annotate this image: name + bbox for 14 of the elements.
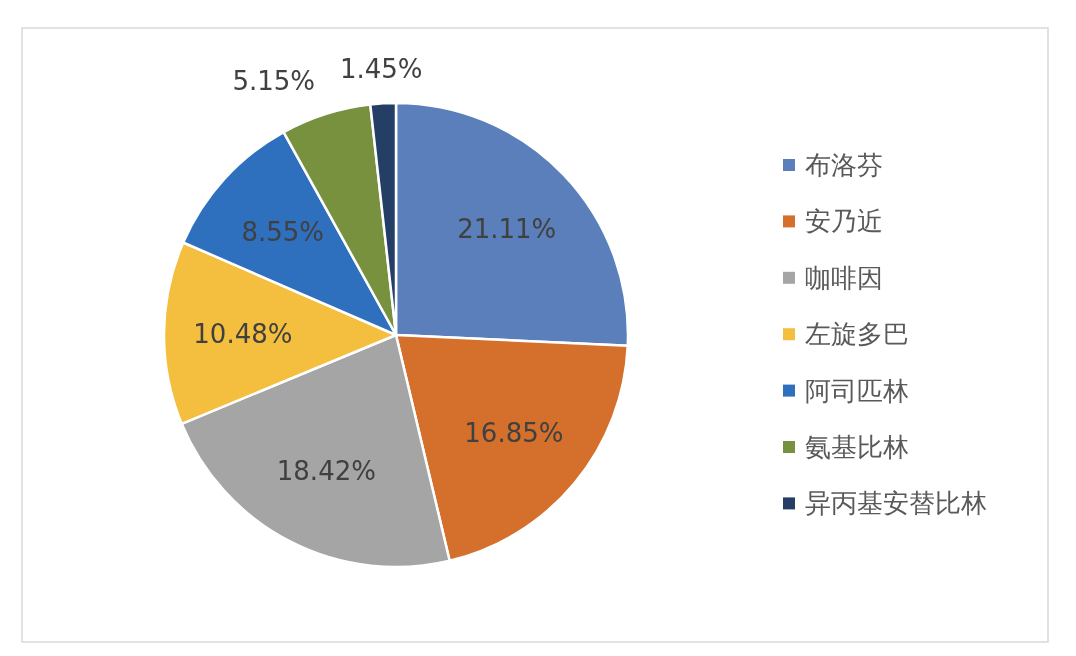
- legend-label: 咖啡因: [805, 262, 883, 293]
- legend-label: 安乃近: [805, 206, 883, 237]
- data-label: 5.15%: [232, 65, 316, 96]
- legend-label: 异丙基安替比林: [805, 488, 987, 519]
- data-label: 1.45%: [339, 53, 423, 84]
- legend-label: 氨基比林: [805, 432, 909, 462]
- data-label: 16.85%: [464, 417, 564, 448]
- legend-label: 布洛芬: [805, 150, 883, 180]
- data-label: 8.55%: [241, 217, 324, 248]
- data-label: 21.11%: [457, 214, 557, 245]
- data-label: 18.42%: [276, 456, 376, 487]
- data-label: 10.48%: [193, 318, 293, 349]
- legend-label: 阿司匹林: [805, 375, 909, 406]
- legend-label: 左旋多巴: [805, 319, 909, 350]
